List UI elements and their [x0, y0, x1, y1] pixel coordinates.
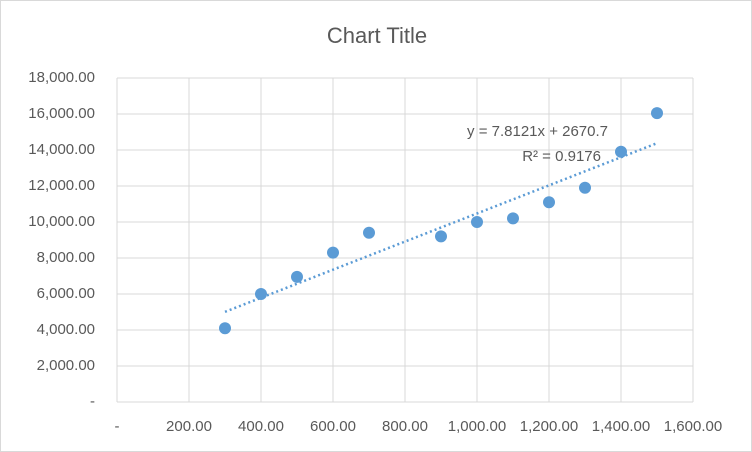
point	[507, 212, 519, 225]
y-tick-label: 6,000.00	[37, 285, 95, 302]
point	[327, 246, 339, 259]
x-tick-label: 1,200.00	[520, 418, 578, 435]
x-tick-label: 200.00	[166, 418, 212, 435]
point	[291, 270, 303, 283]
y-tick-label: 10,000.00	[28, 213, 95, 230]
y-tick-label: 16,000.00	[28, 105, 95, 122]
point	[471, 216, 483, 228]
point	[579, 181, 591, 194]
y-tick-label: 8,000.00	[37, 249, 95, 266]
trendline-equation: y = 7.8121x + 2670.7	[467, 123, 608, 140]
point	[615, 145, 627, 158]
x-tick-label: 400.00	[238, 418, 284, 435]
chart-title: Chart Title	[327, 23, 427, 48]
x-tick-label: 1,400.00	[592, 418, 650, 435]
x-tick-label: 1,600.00	[664, 418, 722, 435]
y-tick-label: 12,000.00	[28, 177, 95, 194]
point	[255, 288, 267, 300]
y-tick-label: 4,000.00	[37, 321, 95, 338]
point	[651, 107, 663, 120]
y-tick-label: 2,000.00	[37, 357, 95, 374]
trendline	[224, 142, 658, 314]
x-tick-label: 800.00	[382, 418, 428, 435]
point	[543, 196, 555, 209]
x-tick-label: 600.00	[310, 418, 356, 435]
trendline-r-squared: R² = 0.9176	[522, 148, 601, 165]
y-tick-label: 18,000.00	[28, 69, 95, 86]
point	[363, 226, 375, 239]
x-tick-label: 1,000.00	[448, 418, 506, 435]
y-tick-label: -	[90, 393, 95, 410]
y-tick-label: 14,000.00	[28, 141, 95, 158]
point	[219, 322, 231, 335]
x-tick-label: -	[115, 418, 120, 435]
point	[435, 230, 447, 243]
